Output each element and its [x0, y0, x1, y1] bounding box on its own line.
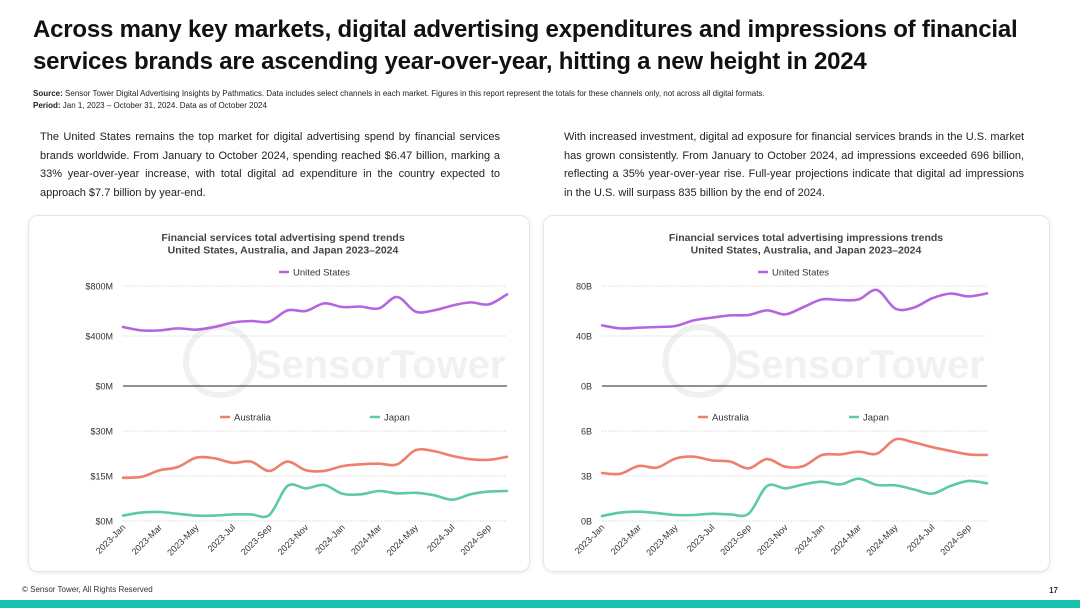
legend-label-us: United States	[772, 268, 829, 279]
x-tick-label: 2023-Nov	[755, 522, 790, 557]
chart-title-line: Financial services total advertising spe…	[161, 232, 404, 244]
page-number: 17	[1049, 586, 1058, 595]
x-tick-label: 2023-Nov	[276, 522, 311, 557]
x-tick-label: 2024-Jan	[313, 522, 347, 556]
x-tick-label: 2023-May	[644, 522, 680, 558]
x-tick-label: 2023-Sep	[718, 522, 753, 557]
x-tick-label: 2023-Jan	[94, 522, 128, 556]
spend-chart: SensorTower Financial services total adve…	[85, 232, 509, 558]
chart-title-line: United States, Australia, and Japan 2023…	[168, 245, 399, 257]
x-tick-label: 2023-Jan	[573, 522, 607, 556]
legend-label-australia: Australia	[712, 413, 750, 424]
x-tick-label: 2023-Sep	[239, 522, 274, 557]
x-tick-label: 2024-May	[385, 522, 421, 558]
footer-accent-bar	[0, 600, 1080, 608]
series-line-japan	[600, 477, 989, 518]
x-tick-label: 2023-Jul	[206, 522, 237, 553]
legend-label-japan: Japan	[863, 413, 889, 424]
watermark-logo-icon	[662, 324, 737, 398]
series-line-us	[600, 288, 989, 330]
y-tick-label: $0M	[95, 517, 113, 527]
y-tick-label: 3B	[581, 472, 592, 482]
spend-chart-card: SensorTower Financial services total adve…	[28, 215, 530, 572]
watermark-logo-icon	[183, 324, 257, 398]
paragraph-impressions: With increased investment, digital ad ex…	[564, 131, 1024, 199]
watermark-text: SensorTower	[735, 343, 985, 387]
copyright-footer: © Sensor Tower, All Rights Reserved	[22, 585, 153, 594]
y-tick-label: $30M	[90, 427, 113, 437]
paragraph-spend: The United States remains the top market…	[40, 131, 500, 199]
y-tick-label: 0B	[581, 517, 592, 527]
y-tick-label: $800M	[85, 282, 113, 292]
impressions-chart: SensorTower Financial services total adve…	[573, 232, 989, 558]
page-title: Across many key markets, digital adverti…	[33, 16, 1018, 75]
chart-title-line: Financial services total advertising imp…	[669, 232, 943, 244]
y-tick-label: 40B	[576, 332, 592, 342]
y-tick-label: $400M	[85, 332, 113, 342]
x-tick-label: 2024-Sep	[458, 522, 493, 557]
source-text: Sensor Tower Digital Advertising Insight…	[65, 89, 765, 98]
series-line-australia	[600, 437, 989, 476]
source-label: Source:	[33, 89, 63, 98]
x-tick-label: 2023-Mar	[130, 522, 164, 556]
y-tick-label: $0M	[95, 382, 113, 392]
x-tick-label: 2023-May	[165, 522, 201, 558]
y-tick-label: 6B	[581, 427, 592, 437]
x-tick-label: 2024-Jul	[905, 522, 936, 553]
series-line-japan	[121, 483, 509, 519]
x-tick-label: 2024-Jan	[793, 522, 827, 556]
watermark-text: SensorTower	[255, 343, 505, 387]
y-tick-label: 0B	[581, 382, 592, 392]
period-label: Period:	[33, 101, 61, 110]
period-text: Jan 1, 2023 – October 31, 2024. Data as …	[62, 101, 267, 110]
y-tick-label: 80B	[576, 282, 592, 292]
legend-label-us: United States	[293, 268, 350, 279]
x-tick-label: 2024-Jul	[425, 522, 456, 553]
x-tick-label: 2024-Sep	[938, 522, 973, 557]
impressions-chart-card: SensorTower Financial services total adve…	[543, 215, 1050, 572]
legend-label-japan: Japan	[384, 413, 410, 424]
series-line-us	[121, 293, 509, 333]
x-tick-label: 2024-May	[864, 522, 900, 558]
x-tick-label: 2023-Jul	[685, 522, 716, 553]
source-note: Source: Sensor Tower Digital Advertising…	[33, 89, 765, 98]
x-tick-label: 2023-Mar	[609, 522, 643, 556]
period-note: Period: Jan 1, 2023 – October 31, 2024. …	[33, 101, 267, 110]
x-tick-label: 2024-Mar	[349, 522, 383, 556]
series-line-australia	[121, 447, 509, 480]
x-tick-label: 2024-Mar	[829, 522, 863, 556]
y-tick-label: $15M	[90, 472, 113, 482]
legend-label-australia: Australia	[234, 413, 272, 424]
chart-title-line: United States, Australia, and Japan 2023…	[691, 245, 922, 257]
